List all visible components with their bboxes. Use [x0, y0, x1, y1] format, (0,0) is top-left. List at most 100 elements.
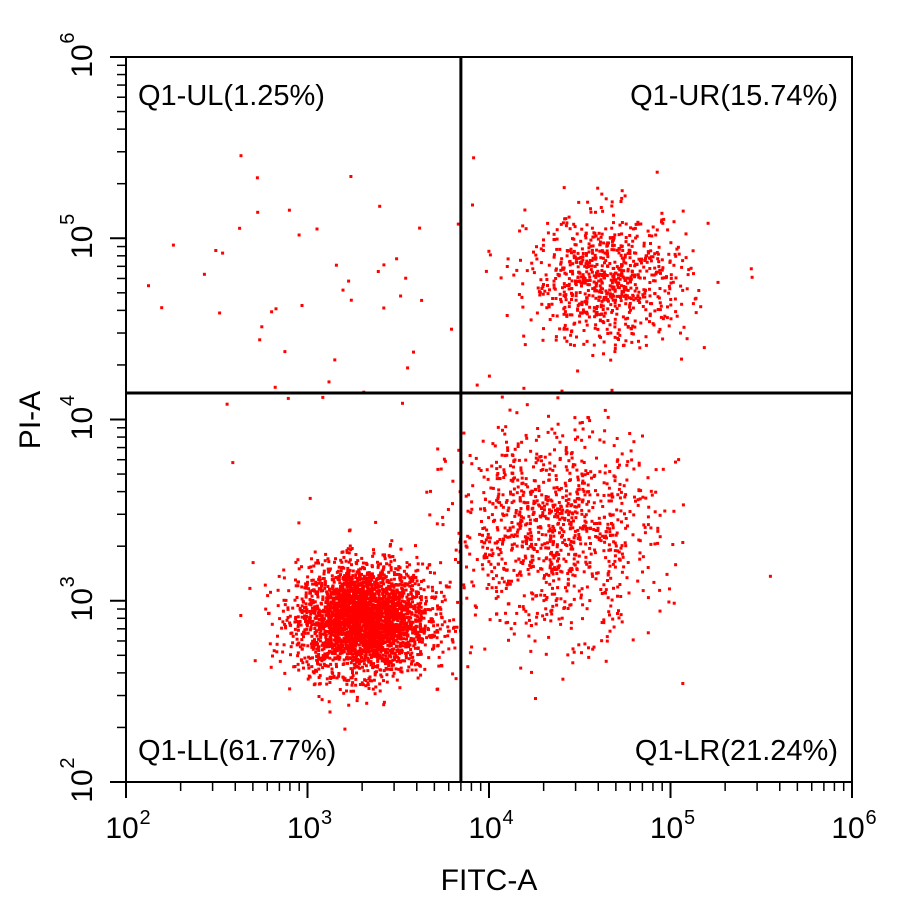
event-dot [372, 619, 376, 623]
event-dot [691, 302, 695, 306]
event-dot [556, 586, 560, 590]
event-dot [454, 548, 458, 552]
event-dot [395, 590, 399, 594]
event-dot [519, 468, 523, 472]
event-dot [369, 629, 373, 633]
event-dot [562, 282, 566, 286]
event-dot [505, 265, 509, 268]
event-dot [512, 273, 516, 277]
event-dot [544, 516, 548, 520]
event-dot [669, 241, 673, 245]
event-dot [641, 495, 645, 499]
event-dot [483, 508, 487, 512]
event-dot [628, 264, 632, 267]
event-dot [365, 608, 369, 612]
event-dot [576, 475, 580, 479]
event-dot [349, 548, 353, 552]
event-dot [519, 524, 523, 528]
event-dot [628, 303, 632, 307]
event-dot [604, 588, 608, 592]
event-dot [399, 632, 403, 636]
event-dot [529, 565, 533, 569]
event-dot [555, 247, 559, 251]
event-dot [592, 306, 596, 310]
event-dot [325, 599, 329, 603]
event-dot [330, 631, 334, 635]
event-dot [369, 595, 373, 598]
event-dot [522, 490, 526, 494]
event-dot [386, 619, 390, 623]
event-dot [327, 631, 331, 635]
event-dot [376, 627, 380, 631]
event-dot [425, 599, 428, 603]
event-dot [371, 588, 375, 591]
event-dot [495, 612, 499, 616]
event-dot [620, 570, 624, 574]
event-dot [297, 641, 301, 645]
event-dot [353, 605, 357, 609]
event-dot [313, 616, 317, 620]
event-dot [515, 544, 519, 548]
event-dot [305, 583, 309, 587]
event-dot [385, 637, 389, 641]
event-dot [382, 700, 386, 704]
event-dot [526, 501, 530, 505]
event-dot [452, 626, 455, 630]
event-dot [628, 305, 632, 309]
event-dot [362, 592, 365, 596]
event-dot [580, 512, 584, 516]
event-dot [583, 281, 587, 285]
event-dot [684, 232, 688, 236]
event-dot [334, 576, 338, 579]
event-dot [248, 586, 252, 590]
event-dot [597, 298, 601, 302]
event-dot [355, 660, 359, 664]
event-dot [350, 629, 354, 633]
event-dot [619, 490, 623, 494]
event-dot [322, 617, 326, 621]
event-dot [307, 666, 311, 670]
event-dot [457, 531, 461, 535]
event-dot [324, 633, 328, 637]
event-dot [538, 455, 542, 459]
event-dot [572, 557, 576, 561]
event-dot [340, 620, 344, 624]
event-dot [294, 632, 298, 636]
event-dot [497, 492, 501, 496]
event-dot [377, 632, 380, 636]
event-dot [585, 585, 589, 589]
event-dot [379, 647, 383, 651]
event-dot [602, 494, 606, 497]
event-dot [357, 636, 361, 640]
event-dot [546, 292, 550, 296]
event-dot [555, 603, 559, 607]
event-dot [362, 581, 366, 584]
event-dot [555, 237, 559, 241]
event-dot [641, 570, 644, 574]
event-dot [544, 580, 548, 584]
event-dot [370, 679, 374, 683]
event-dot [310, 594, 314, 598]
event-dot [337, 630, 341, 634]
event-dot [547, 478, 551, 482]
event-dot [585, 607, 589, 611]
event-dot [599, 240, 602, 244]
event-dot [570, 568, 574, 572]
event-dot [431, 589, 435, 593]
event-dot [423, 629, 427, 633]
event-dot [329, 637, 333, 641]
event-dot [350, 632, 354, 636]
event-dot [632, 227, 635, 231]
event-dot [595, 307, 598, 311]
event-dot [396, 640, 400, 644]
event-dot [561, 434, 565, 438]
event-dot [281, 650, 285, 654]
event-dot [416, 638, 420, 641]
event-dot [326, 557, 330, 561]
event-dot [422, 588, 426, 592]
event-dot [532, 499, 536, 503]
event-dot [622, 294, 626, 298]
event-dot [545, 502, 549, 506]
event-dot [368, 653, 372, 657]
event-dot [379, 601, 383, 605]
